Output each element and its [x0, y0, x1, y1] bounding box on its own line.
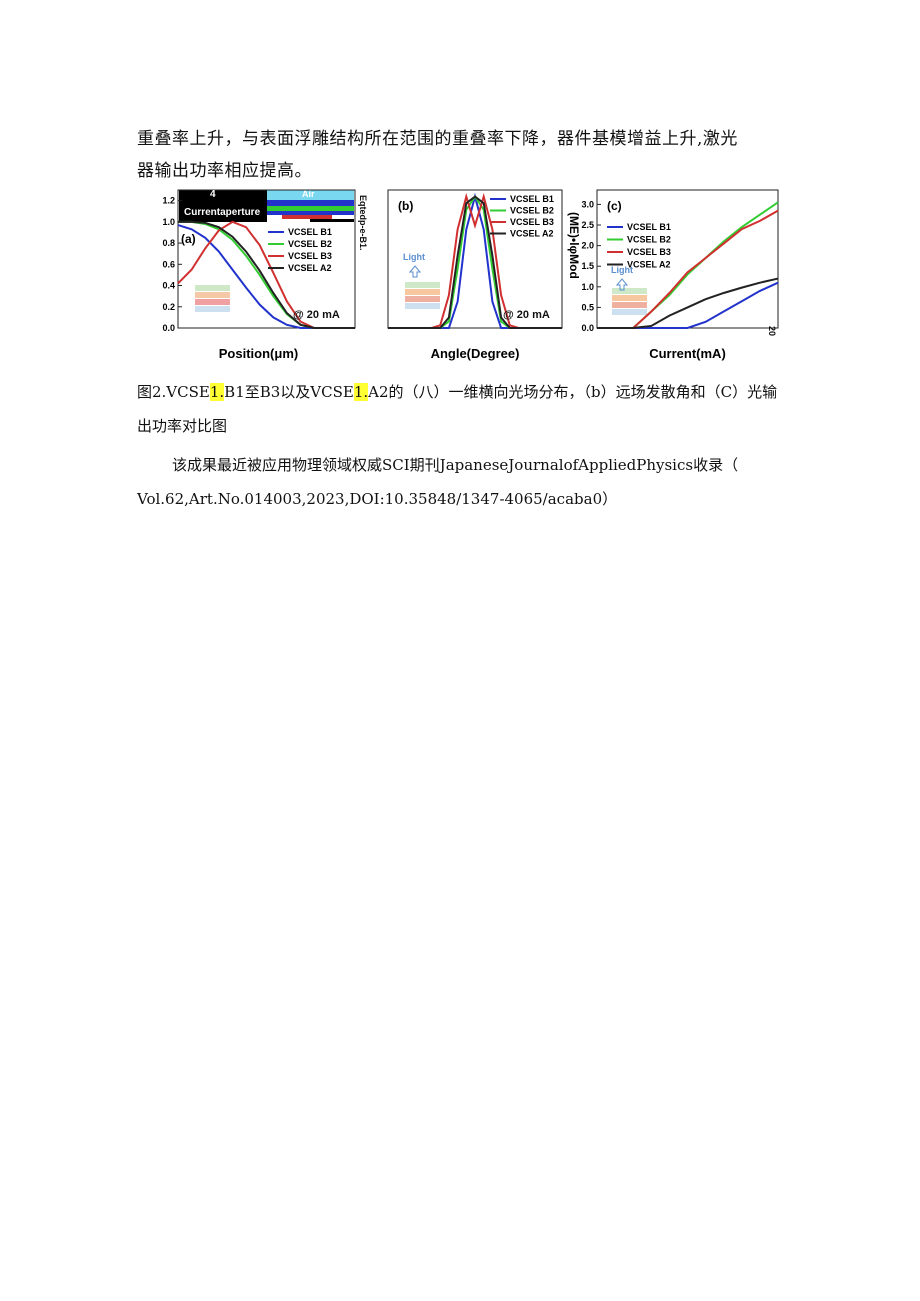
decoration — [195, 292, 230, 298]
legend-label: VCSEL B1 — [288, 227, 332, 237]
plot-frame — [177, 189, 356, 329]
y-tick-label: 1.0 — [581, 282, 594, 292]
decoration — [310, 219, 354, 222]
y-tick-label: 0.8 — [162, 238, 175, 248]
legend-label: VCSEL B3 — [627, 247, 671, 257]
annotation: Eqtedp-e-B1. — [358, 195, 368, 251]
x-axis-label: Current(mA) — [649, 346, 726, 361]
panel-label: (a) — [181, 232, 196, 246]
paragraph-line: Vol.62,Art.No.014003,2023,DOI:10.35848/1… — [137, 490, 618, 508]
decoration — [267, 200, 354, 206]
decoration — [612, 302, 647, 308]
decoration — [405, 282, 440, 288]
legend-label: VCSEL B1 — [627, 222, 671, 232]
caption-part: B1至B3以及VCSE — [224, 383, 354, 401]
decoration — [179, 190, 267, 222]
decoration — [195, 299, 230, 305]
legend-label: VCSEL A2 — [627, 260, 671, 270]
annotation: @ 20 mA — [503, 309, 550, 321]
legend-label: VCSEL B2 — [627, 235, 671, 245]
decoration — [195, 285, 230, 291]
y-tick-label: 0.0 — [162, 323, 175, 333]
caption-part: 图2.VCSE — [137, 383, 210, 401]
y-tick-label: 0.5 — [581, 302, 594, 312]
legend-label: VCSEL A2 — [288, 263, 332, 273]
y-tick-label: 3.0 — [581, 199, 594, 209]
plot-frame — [387, 189, 563, 329]
line-series — [178, 220, 355, 329]
annotation: @ 20 mA — [293, 309, 340, 321]
line-series — [388, 195, 562, 329]
caption: 出功率对比图 — [137, 417, 228, 435]
decoration — [612, 288, 647, 294]
panel-label: (b) — [398, 199, 413, 213]
y-tick-label: 1.5 — [581, 261, 594, 271]
arrow-icon — [408, 265, 422, 278]
caption-part: A2的（八）一维横向光场分布，（b）远场发散角和（C）光输 — [368, 383, 778, 401]
y-tick-label: 0.2 — [162, 302, 175, 312]
y-tick-label: 0.0 — [581, 323, 594, 333]
x-axis-label: Position(μm) — [219, 346, 298, 361]
y-axis-label: (ME)•lφMod — [567, 212, 581, 279]
legend-label: VCSEL B3 — [288, 251, 332, 261]
line-series — [597, 277, 779, 329]
y-tick-label: 0.6 — [162, 259, 175, 269]
panel-label: (c) — [607, 199, 622, 213]
decoration — [612, 309, 647, 315]
body-line: 器输出功率相应提高。 — [137, 161, 312, 181]
decoration — [612, 295, 647, 301]
annotation: 20 — [767, 326, 777, 336]
legend-label: VCSEL B2 — [288, 239, 332, 249]
decoration — [195, 306, 230, 312]
decoration — [282, 215, 332, 219]
y-tick-label: 2.0 — [581, 241, 594, 251]
legend-label: VCSEL B1 — [510, 194, 554, 204]
body-line: 重叠率上升，与表面浮雕结构所在范围的重叠率下降，器件基模增益上升,激光 — [137, 129, 738, 149]
y-tick-label: 2.5 — [581, 220, 594, 230]
y-tick-label: 1.0 — [162, 217, 175, 227]
annotation: Air — [302, 189, 315, 199]
legend-label: VCSEL B2 — [510, 206, 554, 216]
decoration — [267, 190, 354, 200]
annotation: Currentaperture — [184, 207, 261, 218]
legend-label: VCSEL A2 — [510, 229, 554, 239]
caption-highlight: 1. — [209, 383, 225, 401]
caption-highlight: 1. — [353, 383, 369, 401]
x-axis-label: Angle(Degree) — [431, 346, 520, 361]
caption: 图2.VCSE1.B1至B3以及VCSE1.A2的（八）一维横向光场分布，（b）… — [137, 381, 777, 402]
decoration — [405, 296, 440, 302]
arrow-icon — [615, 278, 629, 291]
annotation: Light — [403, 252, 425, 262]
annotation: 4 — [210, 189, 216, 200]
annotation: Light — [611, 265, 633, 275]
decoration — [405, 303, 440, 309]
decoration — [267, 206, 354, 211]
y-tick-label: 1.2 — [162, 196, 175, 206]
paragraph-line: 该成果最近被应用物理领域权威SCI期刊JapaneseJournalofAppl… — [172, 456, 739, 474]
y-tick-label: 0.4 — [162, 281, 175, 291]
decoration — [267, 211, 354, 215]
decoration — [405, 289, 440, 295]
legend-label: VCSEL B3 — [510, 217, 554, 227]
